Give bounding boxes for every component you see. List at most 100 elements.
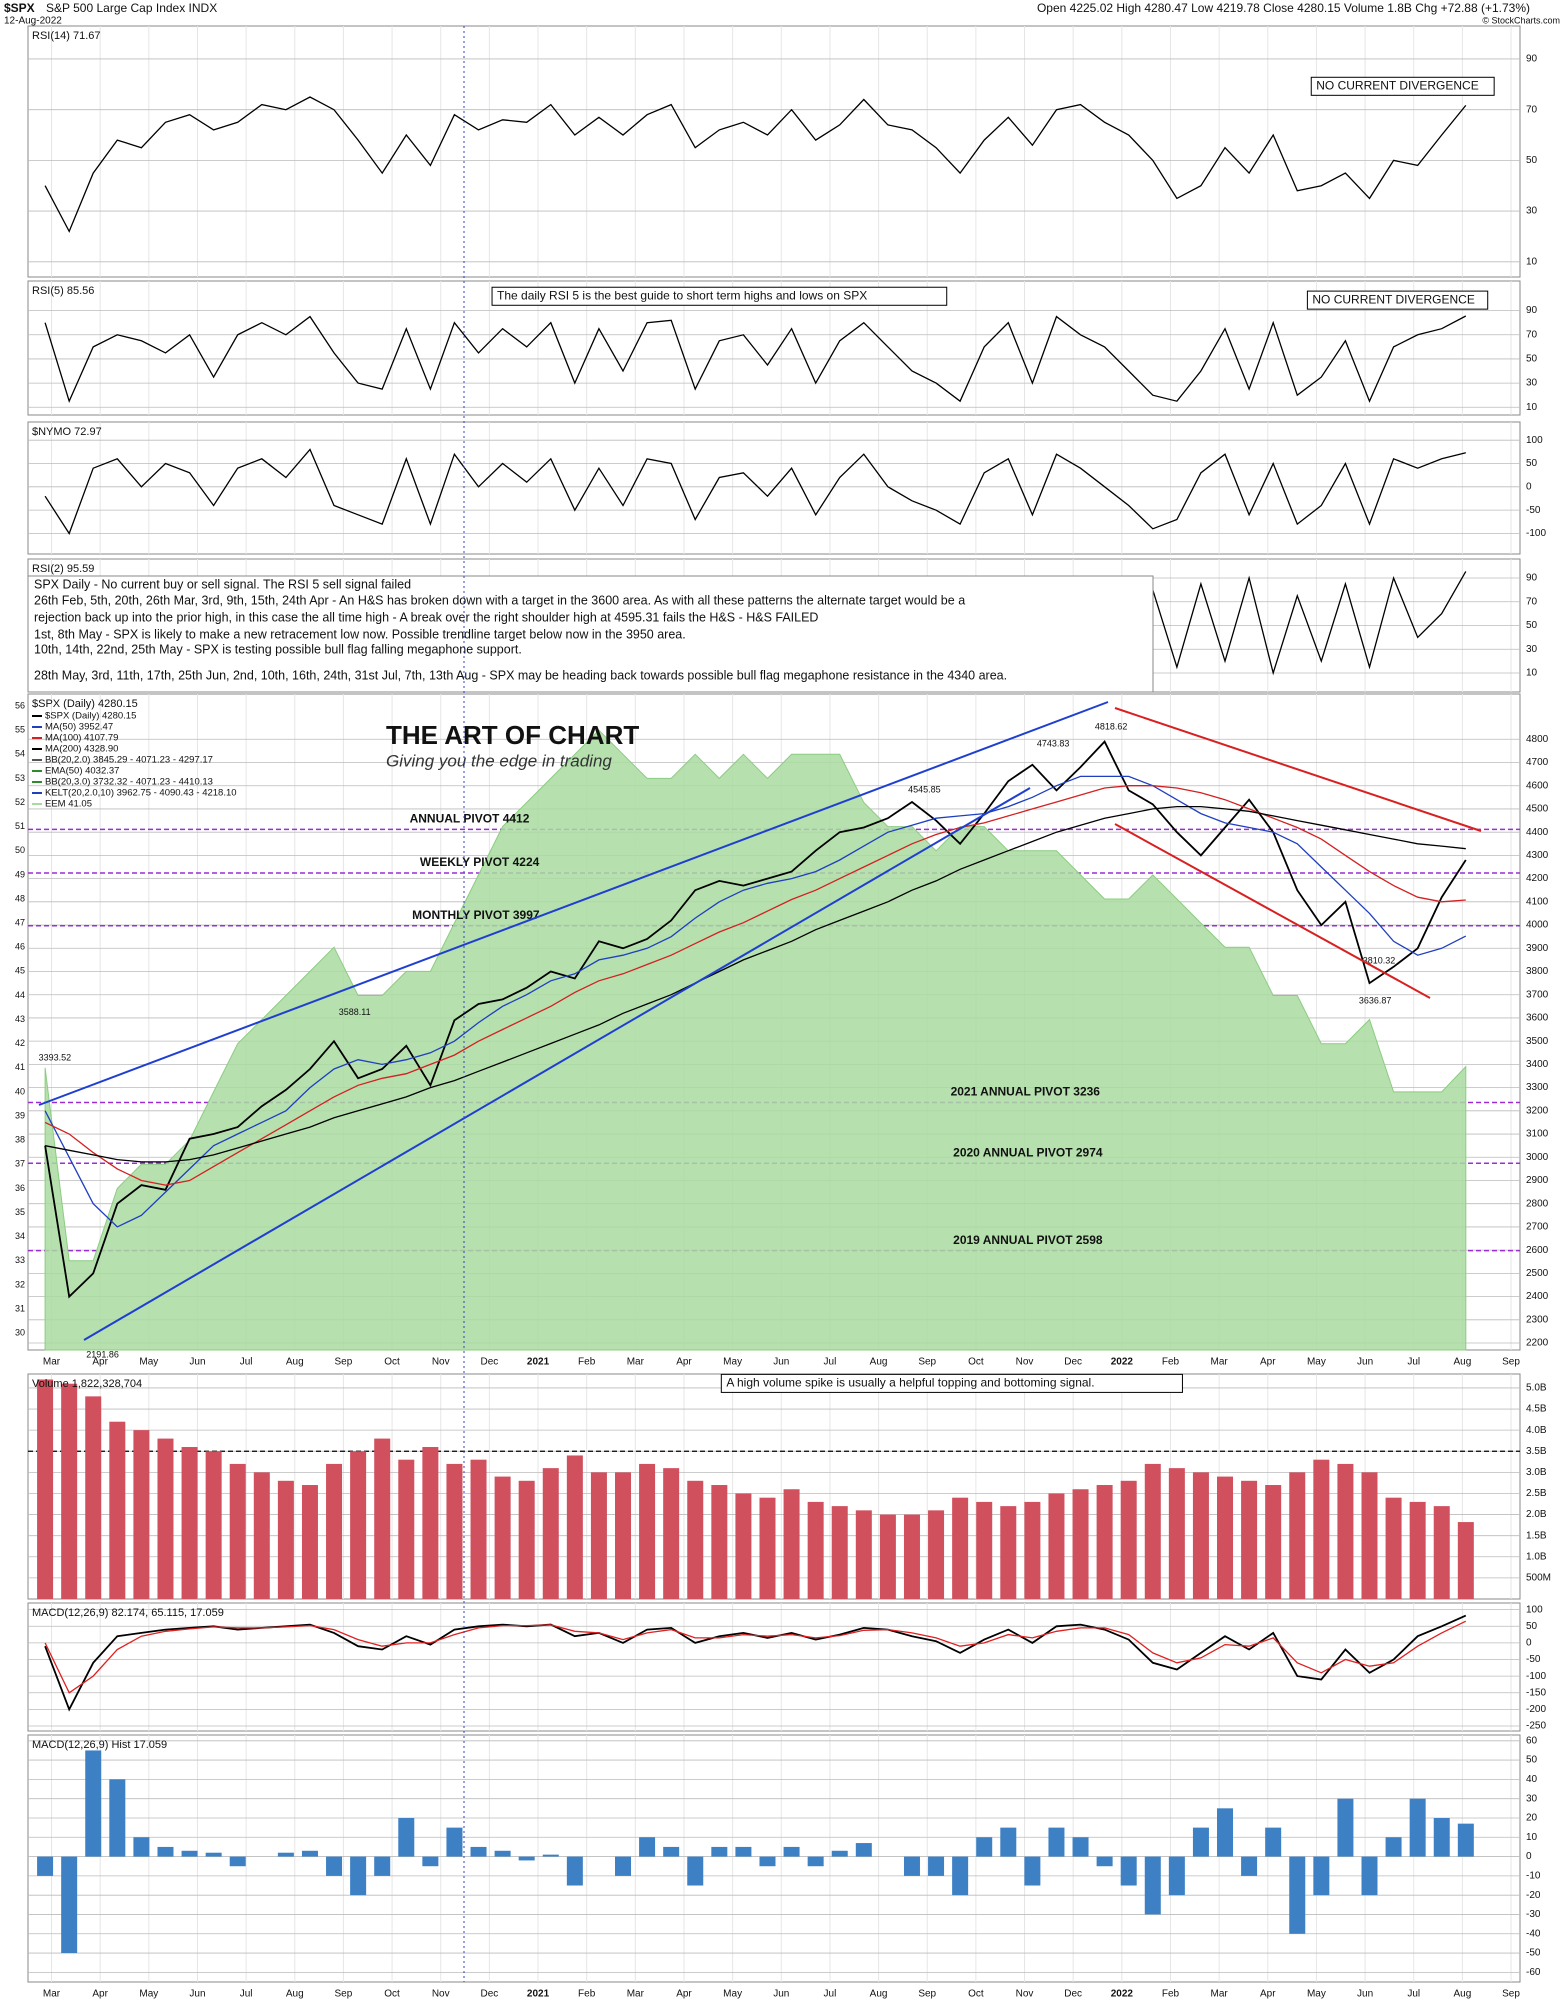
bar (326, 1463, 343, 1599)
x-tick-label: Aug (1453, 1989, 1471, 2000)
y-tick-label: 4.0B (1526, 1425, 1547, 1436)
y-tick-label: -10 (1526, 1871, 1541, 1882)
y-tick-label: 4500 (1526, 804, 1549, 815)
y2-tick-label: 42 (15, 1038, 25, 1048)
panel-title: Volume 1,822,328,704 (32, 1378, 142, 1390)
x-tick-label: May (139, 1989, 158, 2000)
y-tick-label: 2400 (1526, 1291, 1549, 1302)
y2-tick-label: 37 (15, 1159, 25, 1169)
legend-label: KELT(20,2.0,10) 3962.75 - 4090.43 - 4218… (45, 788, 237, 799)
y-tick-label: 1.5B (1526, 1530, 1547, 1541)
bar (181, 1447, 198, 1599)
bar (518, 1480, 535, 1599)
y-tick-label: 3900 (1526, 943, 1549, 954)
bar (759, 1497, 776, 1599)
bar (446, 1463, 463, 1599)
x-tick-label: May (723, 1989, 742, 2000)
bar (1385, 1497, 1402, 1599)
x-tick-label: Mar (43, 1989, 61, 2000)
bar (109, 1779, 126, 1857)
x-tick-label: Jun (773, 1357, 789, 1368)
bar (253, 1472, 270, 1599)
x-tick-label: Mar (1211, 1989, 1229, 2000)
x-tick-label: Apr (676, 1989, 692, 2000)
y-tick-label: 4.5B (1526, 1404, 1547, 1415)
y-tick-label: 10 (1526, 402, 1538, 413)
y-tick-label: -200 (1526, 1704, 1546, 1715)
pivot-label: 2019 ANNUAL PIVOT 2598 (953, 1233, 1103, 1247)
annotation-box (1306, 290, 1489, 310)
bar (1265, 1827, 1282, 1857)
bar (831, 1850, 848, 1857)
note: SPX Daily - No current buy or sell signa… (34, 577, 411, 591)
source: © StockCharts.com (1482, 15, 1560, 25)
bar (615, 1472, 632, 1599)
x-tick-label: May (1307, 1989, 1326, 2000)
bar (1144, 1856, 1161, 1915)
price-label: 3810.32 (1363, 955, 1396, 965)
bar (687, 1856, 704, 1886)
panel-title: $SPX (Daily) 4280.15 (32, 698, 138, 710)
x-tick-label: Mar (627, 1989, 645, 2000)
y-tick-label: 2.0B (1526, 1509, 1547, 1520)
y-tick-label: 2.5B (1526, 1488, 1547, 1499)
bar (374, 1438, 391, 1599)
x-tick-label: Feb (578, 1989, 596, 2000)
y-tick-label: 4600 (1526, 780, 1549, 791)
y-tick-label: 2300 (1526, 1314, 1549, 1325)
bar (1168, 1468, 1185, 1599)
bar (1337, 1463, 1354, 1599)
y2-tick-label: 38 (15, 1135, 25, 1145)
line (44, 315, 1467, 404)
bar (735, 1493, 752, 1599)
x-tick-label: Feb (1162, 1357, 1180, 1368)
bar (1072, 1489, 1089, 1599)
y2-tick-label: 33 (15, 1255, 25, 1265)
y-tick-label: 4300 (1526, 850, 1549, 861)
y2-tick-label: 34 (15, 1231, 25, 1241)
x-tick-label: Jun (773, 1989, 789, 2000)
panel-title: RSI(14) 71.67 (32, 30, 100, 42)
y2-tick-label: 48 (15, 893, 25, 903)
bar (1192, 1827, 1209, 1857)
y2-tick-label: 30 (15, 1327, 25, 1337)
x-tick-label: Jul (240, 1357, 253, 1368)
legend-label: EEM 41.05 (45, 799, 92, 810)
bar (542, 1854, 559, 1857)
y-tick-label: 50 (1526, 354, 1538, 365)
bar (494, 1850, 511, 1857)
bar (759, 1856, 776, 1867)
y2-tick-label: 49 (15, 869, 25, 879)
x-tick-label: 2022 (1111, 1357, 1134, 1368)
price-label: 3636.87 (1359, 996, 1392, 1006)
price-label: 4743.83 (1037, 739, 1070, 749)
y-tick-label: 3500 (1526, 1036, 1549, 1047)
bar (446, 1827, 463, 1857)
notes-box (27, 575, 1154, 693)
bar (157, 1846, 174, 1857)
y-tick-label: 4200 (1526, 873, 1549, 884)
bar (903, 1856, 920, 1876)
pivot-label: 2021 ANNUAL PIVOT 3236 (951, 1085, 1101, 1099)
y-tick-label: 3.0B (1526, 1467, 1547, 1478)
x-tick-label: Jun (189, 1357, 205, 1368)
panel-title: $NYMO 72.97 (32, 426, 102, 438)
bar (301, 1485, 318, 1599)
bar (494, 1476, 511, 1599)
panel-title: RSI(5) 85.56 (32, 285, 94, 297)
y-tick-label: 4400 (1526, 827, 1549, 838)
y-tick-label: 4100 (1526, 896, 1549, 907)
bar (1048, 1493, 1065, 1599)
x-tick-label: Apr (1260, 1989, 1276, 2000)
x-tick-label: Sep (918, 1989, 936, 2000)
date: 12-Aug-2022 (4, 16, 62, 27)
logo-tagline: Giving you the edge in trading (386, 751, 612, 770)
price-label: 2191.86 (86, 1349, 119, 1359)
bar (1289, 1856, 1306, 1934)
y-tick-label: -100 (1526, 1671, 1546, 1682)
y-tick-label: 70 (1526, 596, 1538, 607)
bar (229, 1463, 246, 1599)
